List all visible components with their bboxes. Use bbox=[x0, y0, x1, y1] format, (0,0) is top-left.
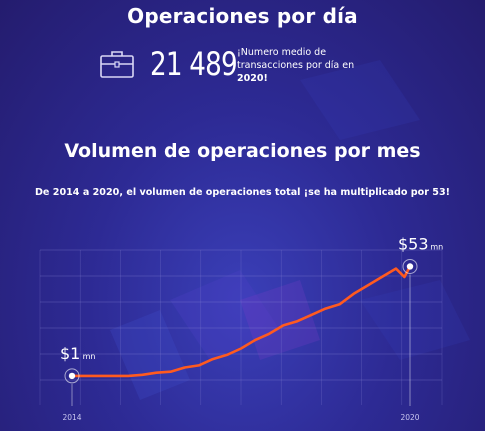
stat-desc-line1: ¡Numero medio de bbox=[237, 47, 327, 58]
stat-desc-line2: transacciones por día en bbox=[237, 60, 355, 71]
section-subtitle: Volumen de operaciones por mes bbox=[64, 140, 421, 162]
page-title: Operaciones por día bbox=[127, 4, 358, 28]
stat-value: 21 489 bbox=[150, 45, 238, 83]
series-line bbox=[70, 265, 412, 378]
x-tick-label: 2014 bbox=[62, 413, 81, 422]
briefcase-icon bbox=[100, 51, 134, 78]
stat-desc-year: 2020! bbox=[237, 73, 268, 84]
start-marker-value: $1 bbox=[60, 344, 80, 363]
stat-description: ¡Numero medio de transacciones por día e… bbox=[237, 46, 387, 85]
end-marker-halo bbox=[402, 258, 418, 274]
stat-row: 21 489 ¡Numero medio de transacciones po… bbox=[100, 45, 400, 89]
start-marker bbox=[68, 372, 76, 380]
section-caption: De 2014 a 2020, el volumen de operacione… bbox=[34, 187, 451, 198]
end-marker-value: $53 bbox=[398, 234, 429, 253]
end-marker-unit: mn bbox=[430, 242, 443, 251]
start-marker-halo bbox=[64, 368, 80, 384]
end-marker bbox=[406, 263, 414, 270]
x-tick-label: 2020 bbox=[400, 413, 419, 422]
start-marker-unit: mn bbox=[83, 352, 96, 361]
